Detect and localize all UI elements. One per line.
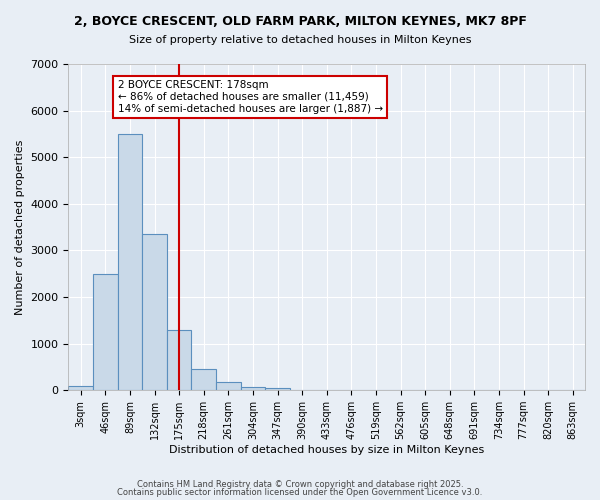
Bar (68, 386, 93, 390)
X-axis label: Distribution of detached houses by size in Milton Keynes: Distribution of detached houses by size … (169, 445, 484, 455)
Bar (118, 134, 142, 390)
Bar (216, 382, 241, 390)
Bar (265, 388, 290, 390)
Text: 2 BOYCE CRESCENT: 178sqm
← 86% of detached houses are smaller (11,459)
14% of se: 2 BOYCE CRESCENT: 178sqm ← 86% of detach… (118, 80, 383, 114)
Bar (241, 386, 265, 390)
Bar (93, 274, 118, 390)
Text: 2, BOYCE CRESCENT, OLD FARM PARK, MILTON KEYNES, MK7 8PF: 2, BOYCE CRESCENT, OLD FARM PARK, MILTON… (74, 15, 526, 28)
Text: Contains HM Land Registry data © Crown copyright and database right 2025.: Contains HM Land Registry data © Crown c… (137, 480, 463, 489)
Bar (167, 330, 191, 390)
Bar (191, 370, 216, 390)
Y-axis label: Number of detached properties: Number of detached properties (15, 140, 25, 315)
Bar (142, 234, 167, 390)
Text: Size of property relative to detached houses in Milton Keynes: Size of property relative to detached ho… (129, 35, 471, 45)
Text: Contains public sector information licensed under the Open Government Licence v3: Contains public sector information licen… (118, 488, 482, 497)
